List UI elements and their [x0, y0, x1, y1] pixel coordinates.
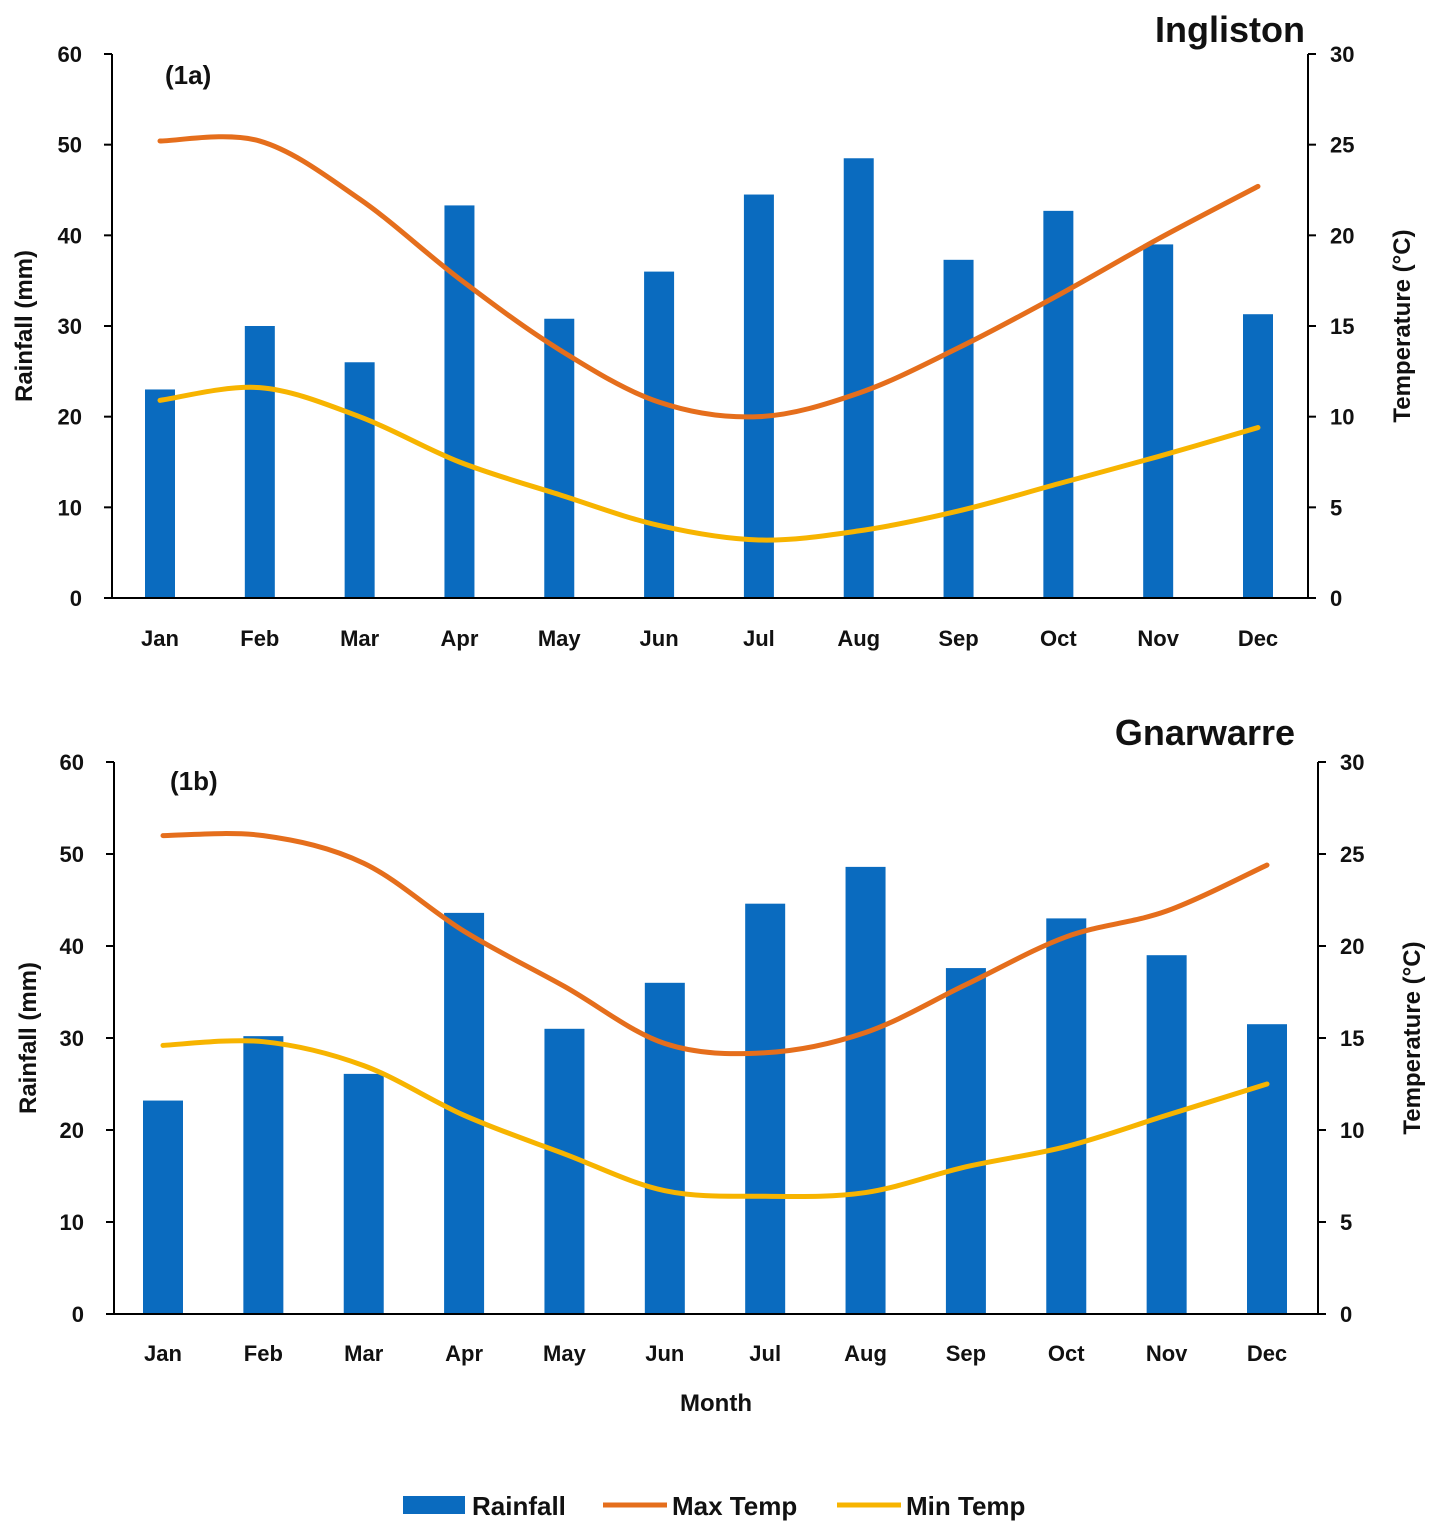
- rainfall-bar-sep: [945, 968, 986, 1314]
- x-tick-label-apr: Apr: [445, 1341, 483, 1366]
- left-tick-label: 60: [60, 750, 84, 775]
- right-tick-label: 0: [1340, 1302, 1352, 1327]
- rainfall-bar-feb: [244, 326, 275, 598]
- right-tick-label: 25: [1340, 842, 1364, 867]
- x-tick-label-jan: Jan: [144, 1341, 182, 1366]
- rainfall-bar-feb: [243, 1036, 284, 1314]
- x-axis-title: Month: [680, 1390, 752, 1417]
- chart-title: Ingliston: [1155, 9, 1305, 50]
- right-tick-label: 30: [1340, 750, 1364, 775]
- rainfall-bar-mar: [343, 1073, 384, 1314]
- rainfall-bar-apr: [444, 205, 475, 598]
- left-tick-label: 10: [60, 1210, 84, 1235]
- min-temp-line: [157, 384, 1261, 543]
- chart-panel-gnarwarre: 0 10 20 30 40 50 60 0 5 10 15 20 25 30 Jan Feb Mar Apr May…: [15, 712, 1426, 1417]
- left-tick-label: 60: [58, 42, 82, 67]
- x-tick-label-jul: Jul: [749, 1341, 781, 1366]
- left-tick-label: 50: [58, 133, 82, 158]
- legend-label-min-temp: Min Temp: [906, 1491, 1025, 1521]
- x-tick-label-mar: Mar: [344, 1341, 384, 1366]
- right-tick-label: 25: [1330, 133, 1354, 158]
- x-tick-label-jun: Jun: [640, 626, 679, 651]
- left-axis-title: Rainfall (mm): [11, 250, 38, 402]
- rainfall-bar-jul: [745, 903, 786, 1314]
- rainfall-bar-jan: [143, 1100, 183, 1314]
- min-temp-line: [160, 1038, 1270, 1200]
- chart-title: Gnarwarre: [1115, 712, 1295, 753]
- panel-label: (1a): [165, 60, 211, 90]
- right-tick-label: 20: [1330, 223, 1354, 248]
- right-tick-label: 10: [1330, 405, 1354, 430]
- right-tick-label: 20: [1340, 934, 1364, 959]
- x-tick-label-may: May: [543, 1341, 587, 1366]
- right-axis-title: Temperature (°C): [1389, 229, 1416, 422]
- rainfall-bar-jun: [644, 982, 685, 1314]
- right-tick-label: 0: [1330, 586, 1342, 611]
- x-tick-label-jul: Jul: [743, 626, 775, 651]
- panel-label: (1b): [170, 766, 218, 796]
- left-tick-label: 30: [60, 1026, 84, 1051]
- x-tick-label-may: May: [538, 626, 582, 651]
- rainfall-bar-oct: [1046, 918, 1087, 1314]
- x-tick-label-oct: Oct: [1048, 1341, 1085, 1366]
- rainfall-bar-may: [544, 318, 575, 598]
- rainfall-bar-dec: [1247, 1024, 1287, 1314]
- rainfall-bar-jan: [145, 389, 175, 598]
- x-tick-label-dec: Dec: [1238, 626, 1278, 651]
- left-tick-label: 30: [58, 314, 82, 339]
- rainfall-bar-may: [544, 1028, 585, 1314]
- legend-label-max-temp: Max Temp: [672, 1491, 797, 1521]
- x-tick-label-nov: Nov: [1137, 626, 1179, 651]
- x-tick-label-feb: Feb: [240, 626, 279, 651]
- right-tick-label: 30: [1330, 42, 1354, 67]
- chart-panel-ingliston: 0 10 20 30 40 50 60 0 5 10 15 20 25 30 Jan Feb Mar Apr May…: [11, 9, 1416, 651]
- x-tick-label-aug: Aug: [844, 1341, 887, 1366]
- max-temp-line: [160, 831, 1270, 1057]
- rainfall-bar-mar: [344, 362, 375, 598]
- rainfall-bar-nov: [1146, 955, 1187, 1314]
- rainfall-bar-aug: [843, 158, 874, 598]
- rainfall-bar-aug: [845, 866, 886, 1314]
- left-tick-label: 50: [60, 842, 84, 867]
- left-tick-label: 20: [60, 1118, 84, 1143]
- left-tick-label: 40: [58, 223, 82, 248]
- x-tick-label-sep: Sep: [938, 626, 978, 651]
- left-tick-label: 0: [70, 586, 82, 611]
- left-tick-label: 0: [72, 1302, 84, 1327]
- x-tick-label-nov: Nov: [1146, 1341, 1188, 1366]
- rainfall-bar-dec: [1243, 314, 1273, 598]
- right-tick-label: 15: [1340, 1026, 1364, 1051]
- left-tick-label: 10: [58, 495, 82, 520]
- x-tick-label-aug: Aug: [837, 626, 880, 651]
- rainfall-bar-sep: [943, 259, 974, 598]
- legend-label-rainfall: Rainfall: [472, 1491, 566, 1521]
- right-tick-label: 5: [1330, 495, 1342, 520]
- x-tick-label-jun: Jun: [645, 1341, 684, 1366]
- legend: Rainfall Max Temp Min Temp: [403, 1491, 1025, 1521]
- x-tick-label-sep: Sep: [946, 1341, 986, 1366]
- x-tick-label-mar: Mar: [340, 626, 380, 651]
- x-tick-label-jan: Jan: [141, 626, 179, 651]
- x-tick-label-oct: Oct: [1040, 626, 1077, 651]
- right-axis-title: Temperature (°C): [1399, 941, 1426, 1134]
- legend-swatch-rainfall: [403, 1496, 465, 1514]
- x-tick-label-dec: Dec: [1247, 1341, 1287, 1366]
- x-tick-label-feb: Feb: [244, 1341, 283, 1366]
- left-tick-label: 20: [58, 405, 82, 430]
- rainfall-bar-jun: [644, 271, 675, 598]
- right-tick-label: 10: [1340, 1118, 1364, 1143]
- rainfall-bar-oct: [1043, 210, 1074, 598]
- rainfall-bar-nov: [1143, 244, 1174, 598]
- left-axis-title: Rainfall (mm): [15, 962, 42, 1114]
- right-tick-label: 15: [1330, 314, 1354, 339]
- max-temp-line: [157, 134, 1261, 420]
- left-tick-label: 40: [60, 934, 84, 959]
- rainfall-bar-jul: [743, 194, 774, 599]
- x-tick-label-apr: Apr: [441, 626, 479, 651]
- right-tick-label: 5: [1340, 1210, 1352, 1235]
